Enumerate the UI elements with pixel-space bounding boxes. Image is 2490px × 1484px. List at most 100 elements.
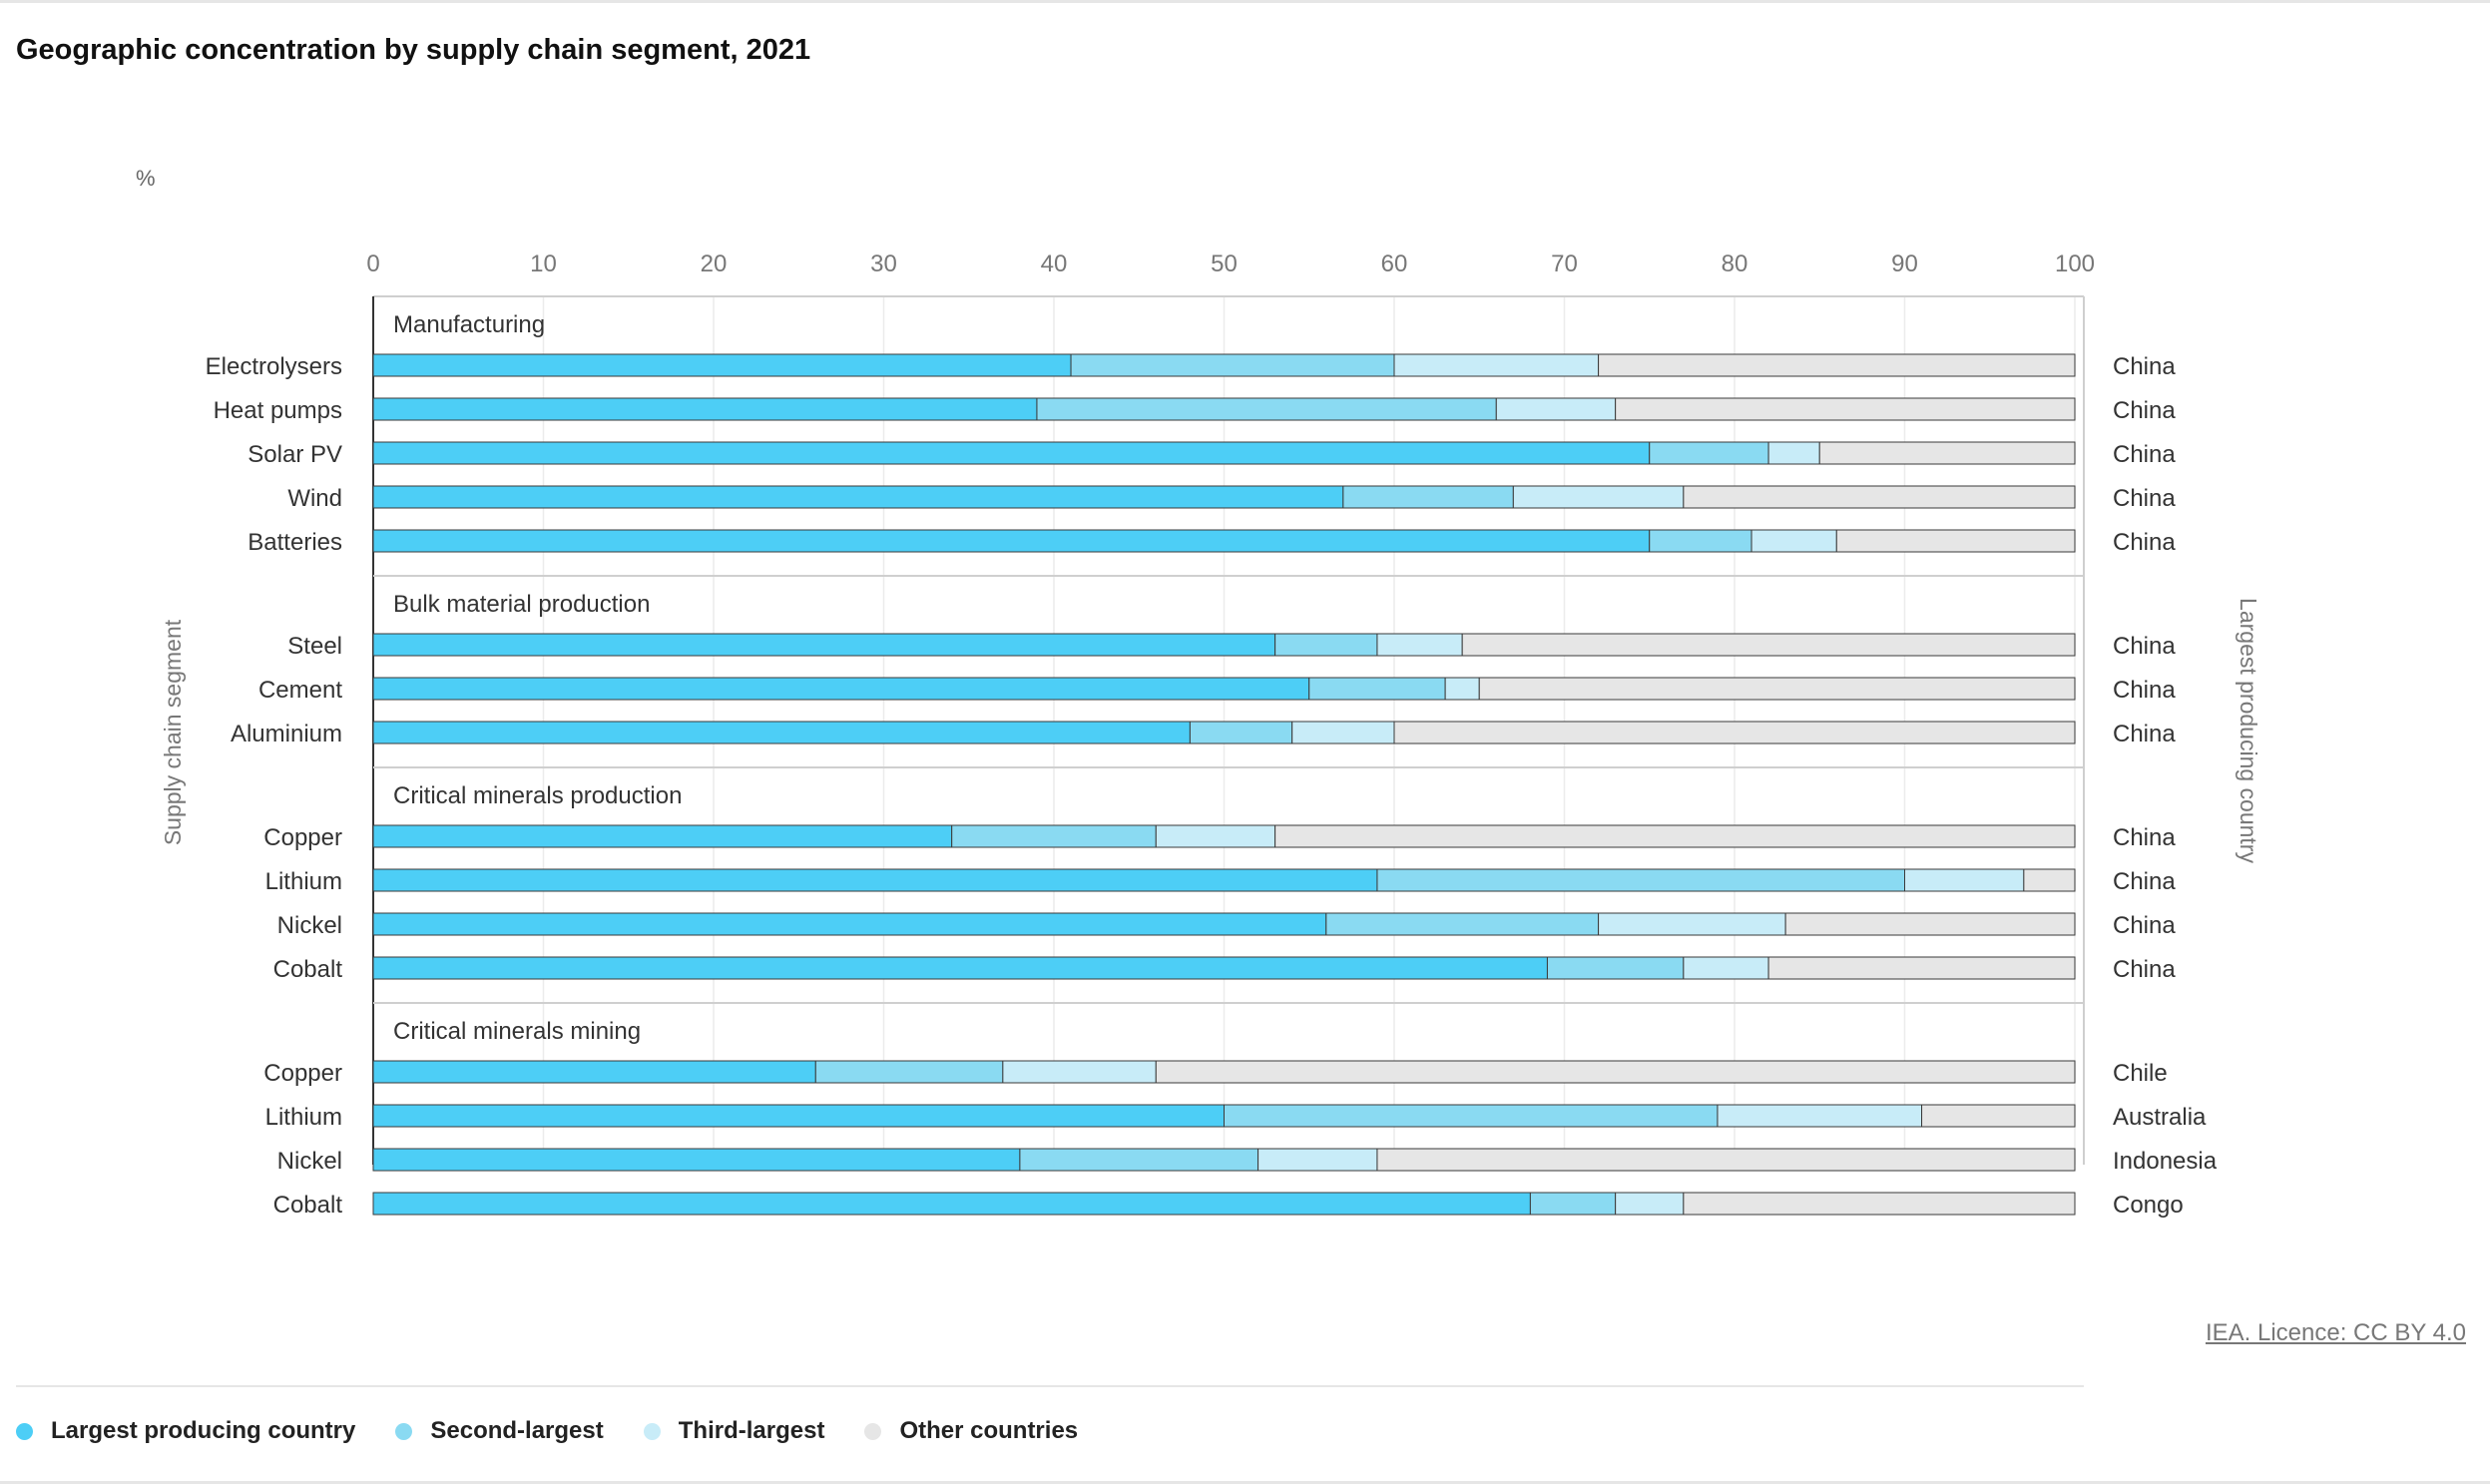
country-label: China	[2113, 721, 2176, 747]
bar-segment	[1546, 956, 1685, 980]
bar-segment	[1393, 353, 1600, 377]
x-tick-label: 20	[701, 250, 728, 277]
legend-label-second: Second-largest	[430, 1417, 604, 1444]
licence-link[interactable]: IEA. Licence: CC BY 4.0	[2205, 1319, 2466, 1346]
country-label: China	[2113, 677, 2176, 704]
stacked-bar-chart: % 0 10 20 30 40 50 60 70 80 90 100 Manufacturing Elec…	[136, 166, 2261, 1219]
bar-segment	[1818, 441, 2076, 465]
bar-segment	[1767, 956, 2076, 980]
bar-segment	[372, 633, 1276, 657]
bar-segment	[372, 1060, 816, 1084]
country-label: China	[2113, 824, 2176, 851]
bar-segment	[372, 868, 1378, 892]
bar-segment	[372, 353, 1072, 377]
row-label: Electrolysers	[206, 353, 342, 380]
bar-segment	[372, 677, 1310, 701]
x-tick-label: 10	[530, 250, 557, 277]
bar-segment	[1070, 353, 1395, 377]
country-label: Australia	[2113, 1104, 2207, 1131]
legend-swatch-second	[395, 1422, 413, 1440]
row-label: Heat pumps	[214, 397, 342, 424]
group-label: Critical minerals production	[393, 782, 682, 809]
legend-item-third[interactable]: Third-largest	[643, 1417, 824, 1445]
bar-segment	[814, 1060, 1004, 1084]
bar-segment	[1512, 485, 1685, 509]
row-label: Cement	[258, 677, 342, 704]
bar-segment	[1683, 485, 2076, 509]
bar-segment	[1376, 868, 1905, 892]
country-label: China	[2113, 485, 2176, 512]
legend-item-largest[interactable]: Largest producing country	[16, 1417, 355, 1445]
legend: Largest producing country Second-largest…	[16, 1417, 1118, 1445]
country-label: Indonesia	[2113, 1148, 2218, 1175]
bar-segment	[1649, 529, 1752, 553]
bar-segment	[2023, 868, 2076, 892]
bar-segment	[372, 1192, 1531, 1216]
x-tick-label: 80	[1722, 250, 1748, 277]
x-tick-label: 60	[1381, 250, 1408, 277]
legend-swatch-largest	[16, 1422, 33, 1440]
row-label: Cobalt	[273, 1192, 343, 1219]
row-label: Batteries	[248, 529, 342, 556]
group-label: Critical minerals mining	[393, 1018, 641, 1045]
bar-segment	[1598, 353, 2076, 377]
bar-segment	[1342, 485, 1514, 509]
bar-segment	[1649, 441, 1769, 465]
bar-segment	[1155, 824, 1276, 848]
bar-segment	[1002, 1060, 1157, 1084]
bar-segment	[1529, 1192, 1617, 1216]
group-label: Manufacturing	[393, 311, 545, 338]
country-label: China	[2113, 441, 2176, 468]
top-divider	[0, 0, 2490, 3]
country-label: China	[2113, 353, 2176, 380]
x-tick-label: 40	[1041, 250, 1068, 277]
bar-segment	[1291, 721, 1395, 744]
row-label: Copper	[263, 1060, 342, 1087]
y-axis-title: Supply chain segment	[160, 619, 186, 845]
bar-segment	[1750, 529, 1837, 553]
bar-segment	[372, 441, 1651, 465]
bar-segment	[1921, 1104, 2076, 1128]
bar-segment	[1325, 912, 1600, 936]
row-label: Cobalt	[273, 956, 343, 983]
country-label: Congo	[2113, 1192, 2184, 1219]
legend-item-second[interactable]: Second-largest	[395, 1417, 604, 1445]
bar-segment	[372, 529, 1651, 553]
bar-segment	[372, 912, 1327, 936]
bar-segment	[1257, 1148, 1378, 1172]
bar-segment	[1036, 397, 1497, 421]
legend-divider	[16, 1385, 2084, 1387]
chart-title: Geographic concentration by supply chain…	[16, 34, 811, 66]
bar-segment	[372, 1148, 1021, 1172]
bar-segment	[1835, 529, 2076, 553]
row-label: Copper	[263, 824, 342, 851]
bar-segment	[1495, 397, 1617, 421]
bar-segment	[1904, 868, 2025, 892]
bar-segment	[1478, 677, 2076, 701]
legend-label-largest: Largest producing country	[51, 1417, 356, 1444]
bar-segment	[1274, 633, 1378, 657]
bar-segment	[1767, 441, 1820, 465]
legend-swatch-third	[643, 1422, 661, 1440]
bar-segment	[1615, 1192, 1685, 1216]
country-label: China	[2113, 529, 2176, 556]
country-label: China	[2113, 397, 2176, 424]
row-label: Wind	[287, 485, 342, 512]
bar-segment	[1189, 721, 1293, 744]
country-label: China	[2113, 633, 2176, 660]
bar-segment	[372, 824, 953, 848]
bar-segment	[951, 824, 1157, 848]
country-label: China	[2113, 912, 2176, 939]
row-label: Solar PV	[248, 441, 342, 468]
country-label: Chile	[2113, 1060, 2168, 1087]
row-label: Lithium	[265, 868, 342, 895]
legend-item-other[interactable]: Other countries	[864, 1417, 1078, 1445]
legend-label-other: Other countries	[899, 1417, 1079, 1444]
y-unit-label: %	[136, 166, 156, 191]
bar-segment	[1444, 677, 1480, 701]
bar-segment	[1615, 397, 2076, 421]
bar-segment	[1683, 1192, 2076, 1216]
bar-segment	[372, 397, 1038, 421]
bar-segment	[1683, 956, 1769, 980]
x-tick-label: 0	[366, 250, 379, 277]
